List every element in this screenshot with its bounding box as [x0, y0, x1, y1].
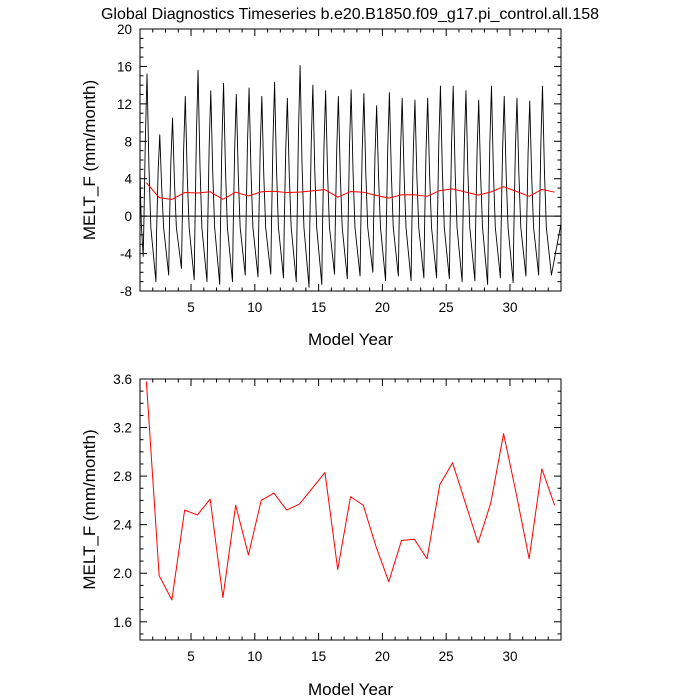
x-axis-title: Model Year: [308, 330, 393, 349]
y-tick-label: 2.0: [113, 566, 132, 581]
axes-frame: [139, 378, 562, 641]
y-tick-label: 16: [117, 59, 132, 74]
x-tick-label: 10: [247, 649, 262, 664]
monthly-timeseries-panel: 5 10 15 20 25 30 -8 -4 0 4 8 12 16 20 Model Year MELT_F…: [80, 22, 562, 349]
plot-area: [140, 65, 561, 288]
y-tick-label: 4: [124, 172, 132, 187]
annual-mean-line: [145, 381, 556, 601]
monthly-series-line: [140, 65, 561, 288]
y-tick-label: 2.4: [113, 518, 132, 533]
figure-title: Global Diagnostics Timeseries b.e20.B185…: [101, 6, 599, 23]
x-tick-label: 30: [502, 300, 517, 315]
x-axis-title: Model Year: [308, 680, 393, 699]
x-tick-label: 25: [439, 300, 454, 315]
y-tick-label: 0: [124, 209, 132, 224]
x-tick-label: 5: [187, 300, 195, 315]
annual-mean-line: [145, 182, 555, 200]
y-tick-label: 12: [117, 97, 132, 112]
y-tick-label: -8: [120, 284, 132, 299]
x-tick-label: 15: [311, 300, 326, 315]
y-axis-title: MELT_F (mm/month): [80, 429, 99, 589]
y-tick-label: 3.2: [113, 421, 132, 436]
y-tick-label: -4: [120, 247, 132, 262]
annual-mean-panel: 5 10 15 20 25 30 1.6 2.0 2.4 2.8 3.2 3.6 Model Year M…: [80, 372, 562, 699]
y-tick-label: 3.6: [113, 372, 132, 387]
x-tick-label: 5: [187, 649, 195, 664]
y-tick-label: 8: [124, 134, 132, 149]
y-axis-title: MELT_F (mm/month): [80, 80, 99, 240]
x-tick-label: 20: [375, 649, 390, 664]
x-tick-label: 15: [311, 649, 326, 664]
y-tick-label: 2.8: [113, 469, 132, 484]
x-tick-label: 10: [247, 300, 262, 315]
x-tick-label: 30: [502, 649, 517, 664]
y-tick-label: 1.6: [113, 615, 132, 630]
plot-area: [145, 381, 556, 601]
y-tick-label: 20: [117, 22, 132, 37]
x-tick-label: 25: [439, 649, 454, 664]
x-tick-label: 20: [375, 300, 390, 315]
